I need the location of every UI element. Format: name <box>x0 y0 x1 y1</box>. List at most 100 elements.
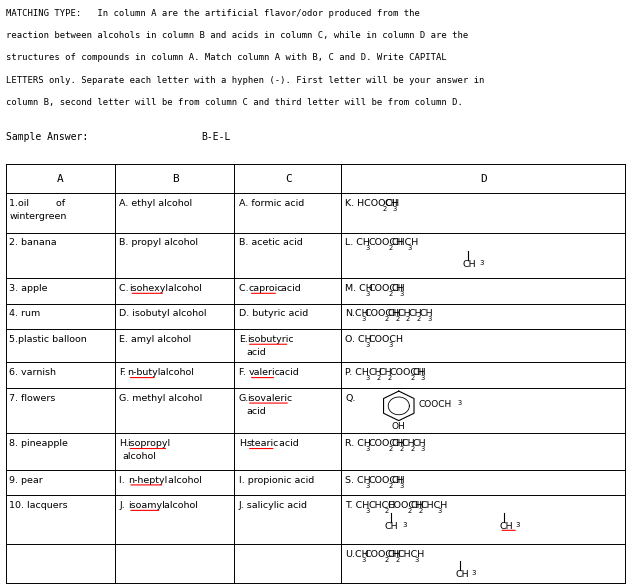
Text: G.: G. <box>239 394 249 403</box>
Text: 3: 3 <box>365 342 370 348</box>
Text: 3: 3 <box>393 206 397 212</box>
Text: acid: acid <box>276 368 299 377</box>
Text: 2: 2 <box>389 291 393 297</box>
Text: wintergreen: wintergreen <box>9 212 67 221</box>
Text: COOCH: COOCH <box>368 476 403 485</box>
Text: D. isobutyl alcohol: D. isobutyl alcohol <box>119 309 207 318</box>
Text: CH: CH <box>379 368 392 377</box>
Text: alcohol: alcohol <box>165 284 202 293</box>
Text: 4. rum: 4. rum <box>9 309 41 318</box>
Text: CH: CH <box>384 199 398 208</box>
Text: CH: CH <box>413 439 426 448</box>
Text: 3: 3 <box>365 246 370 251</box>
Text: isopropyl: isopropyl <box>127 439 171 448</box>
Text: isoamyl: isoamyl <box>128 501 165 510</box>
Text: 2: 2 <box>399 446 404 452</box>
Text: n-heptyl: n-heptyl <box>128 476 167 485</box>
Text: U.CH: U.CH <box>345 550 369 558</box>
Text: CH: CH <box>368 368 382 377</box>
Text: B-E-L: B-E-L <box>201 132 230 142</box>
Text: 5.plastic balloon: 5.plastic balloon <box>9 335 87 344</box>
Text: 9. pear: 9. pear <box>9 476 43 485</box>
Text: 2. banana: 2. banana <box>9 239 57 247</box>
Text: 3: 3 <box>414 557 418 563</box>
Text: COOCH: COOCH <box>368 335 403 344</box>
Text: 1.oil         of: 1.oil of <box>9 199 65 208</box>
Text: 3: 3 <box>458 400 462 406</box>
Text: COOCH: COOCH <box>389 368 425 377</box>
Text: COOCH: COOCH <box>364 309 399 318</box>
Text: 3: 3 <box>365 508 370 514</box>
Text: L. CH: L. CH <box>345 239 371 247</box>
Text: 3: 3 <box>437 508 441 514</box>
Text: CHCH: CHCH <box>398 550 425 558</box>
Text: structures of compounds in column A. Match column A with B, C and D. Write CAPIT: structures of compounds in column A. Mat… <box>6 53 447 62</box>
Text: J. salicylic acid: J. salicylic acid <box>239 501 308 510</box>
Text: 3: 3 <box>427 316 431 322</box>
Text: alcohol: alcohol <box>161 501 198 510</box>
Text: alcohol: alcohol <box>157 368 194 377</box>
Text: H.: H. <box>119 439 129 448</box>
Text: CH: CH <box>402 439 416 448</box>
Text: 2: 2 <box>418 508 423 514</box>
Text: 3: 3 <box>408 246 412 251</box>
Text: I. propionic acid: I. propionic acid <box>239 476 314 485</box>
Text: valeric: valeric <box>249 368 281 377</box>
Text: A. formic acid: A. formic acid <box>239 199 304 208</box>
Text: M. CH: M. CH <box>345 284 373 293</box>
Text: COOCH: COOCH <box>364 550 399 558</box>
Text: 2: 2 <box>396 557 399 563</box>
Text: acid: acid <box>247 347 266 357</box>
Text: OH: OH <box>391 422 405 431</box>
Text: 6. varnish: 6. varnish <box>9 368 57 377</box>
Text: CH: CH <box>455 570 469 579</box>
Text: CH: CH <box>398 309 411 318</box>
Text: CH: CH <box>410 501 424 510</box>
Text: CH: CH <box>387 309 401 318</box>
Text: acid: acid <box>276 439 298 448</box>
Text: LETTERS only. Separate each letter with a hyphen (-). First letter will be your : LETTERS only. Separate each letter with … <box>6 76 485 84</box>
Text: CH: CH <box>499 522 513 530</box>
Text: D. butyric acid: D. butyric acid <box>239 309 308 318</box>
Text: column B, second letter will be from column C and third letter will be from colu: column B, second letter will be from col… <box>6 98 463 107</box>
Text: 2: 2 <box>384 316 389 322</box>
Text: Q.: Q. <box>345 394 356 403</box>
Text: 2: 2 <box>389 483 393 489</box>
Text: CH: CH <box>391 284 405 293</box>
Text: G. methyl alcohol: G. methyl alcohol <box>119 394 203 403</box>
Text: 3: 3 <box>421 375 425 381</box>
Text: 3: 3 <box>389 342 393 348</box>
Text: 2: 2 <box>389 446 393 452</box>
Text: CH: CH <box>391 476 405 485</box>
Text: 2: 2 <box>382 206 386 212</box>
Text: 2: 2 <box>387 375 391 381</box>
Text: 3: 3 <box>472 570 476 576</box>
Text: J.: J. <box>119 501 128 510</box>
Text: 8. pineapple: 8. pineapple <box>9 439 68 448</box>
Text: 2: 2 <box>384 557 389 563</box>
Text: B. propyl alcohol: B. propyl alcohol <box>119 239 198 247</box>
Text: 3. apple: 3. apple <box>9 284 48 293</box>
Text: B: B <box>172 173 178 183</box>
Text: 2: 2 <box>406 316 410 322</box>
Text: CHCH: CHCH <box>368 501 396 510</box>
Text: E. amyl alcohol: E. amyl alcohol <box>119 335 192 344</box>
Text: F.: F. <box>119 368 126 377</box>
Text: CHCH: CHCH <box>391 239 418 247</box>
Text: isobutyric: isobutyric <box>247 335 293 344</box>
Text: 2: 2 <box>384 508 389 514</box>
Text: 2: 2 <box>376 375 381 381</box>
Text: S. CH: S. CH <box>345 476 371 485</box>
Text: 3: 3 <box>365 446 370 452</box>
Text: reaction between alcohols in column B and acids in column C, while in column D a: reaction between alcohols in column B an… <box>6 31 468 40</box>
Text: D: D <box>480 173 487 183</box>
Text: O. CH: O. CH <box>345 335 372 344</box>
Text: COOCH: COOCH <box>418 400 452 409</box>
Text: 3: 3 <box>365 291 370 297</box>
Text: MATCHING TYPE:   In column A are the artificial flavor/odor produced from the: MATCHING TYPE: In column A are the artif… <box>6 9 420 18</box>
Text: COOCH: COOCH <box>368 239 403 247</box>
Text: R. CH: R. CH <box>345 439 371 448</box>
Text: alcohol: alcohol <box>165 476 202 485</box>
Text: CH: CH <box>463 260 477 269</box>
Text: CH: CH <box>408 309 422 318</box>
